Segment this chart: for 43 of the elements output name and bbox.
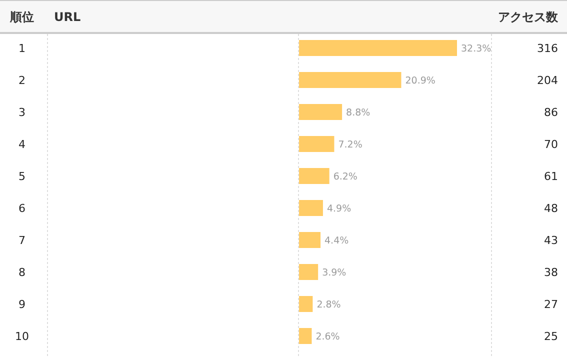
text: 70 bbox=[544, 138, 558, 151]
y-tick-label: 4 bbox=[18, 138, 26, 151]
bar bbox=[299, 168, 330, 184]
text: 48 bbox=[544, 202, 558, 215]
data-label: 32.3% bbox=[461, 44, 492, 54]
y-tick-label: 7 bbox=[18, 234, 26, 247]
y-tick-label: 5 bbox=[18, 170, 26, 183]
bar bbox=[299, 296, 313, 312]
y-tick-label: 10 bbox=[15, 330, 29, 343]
text: 38 bbox=[544, 266, 558, 279]
text: 61 bbox=[544, 170, 558, 183]
y-tick-label: 1 bbox=[18, 42, 26, 55]
data-label: 20.9% bbox=[405, 76, 436, 86]
bar bbox=[299, 264, 318, 280]
y-axis-title: 順位 bbox=[9, 10, 34, 24]
text: 86 bbox=[544, 106, 558, 119]
text: アクセス数 bbox=[498, 10, 559, 24]
data-label: 2.6% bbox=[316, 332, 340, 342]
y-tick-label: 8 bbox=[18, 266, 26, 279]
text: 316 bbox=[537, 42, 558, 55]
text: 43 bbox=[544, 234, 558, 247]
bar bbox=[299, 200, 323, 216]
bar bbox=[299, 136, 334, 152]
data-label: 2.8% bbox=[316, 300, 341, 310]
text: URL bbox=[54, 10, 81, 24]
data-label: 7.2% bbox=[338, 140, 362, 150]
bar bbox=[299, 72, 402, 88]
bar bbox=[299, 328, 312, 344]
data-label: 3.9% bbox=[322, 268, 346, 278]
text: 204 bbox=[537, 74, 558, 87]
data-label: 4.9% bbox=[326, 204, 352, 214]
y-tick-label: 3 bbox=[18, 106, 26, 119]
y-tick-label: 2 bbox=[18, 74, 26, 87]
text: 25 bbox=[544, 330, 558, 343]
data-label: 6.2% bbox=[333, 172, 358, 182]
bar bbox=[299, 232, 321, 248]
bar bbox=[299, 104, 342, 120]
bar bbox=[299, 40, 457, 56]
y-tick-label: 6 bbox=[18, 202, 26, 215]
text: 27 bbox=[544, 298, 558, 311]
data-label: 4.4% bbox=[324, 236, 349, 246]
data-label: 8.8% bbox=[346, 108, 370, 118]
y-tick-label: 9 bbox=[18, 298, 26, 311]
